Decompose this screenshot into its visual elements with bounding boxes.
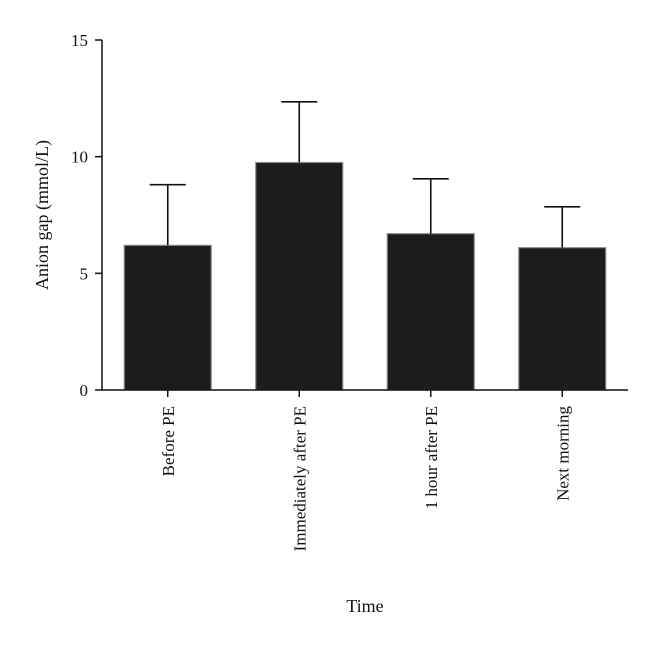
y-tick-label-4: 15 bbox=[71, 31, 88, 50]
error-bars bbox=[149, 101, 581, 248]
y-tick-label-3: 10 bbox=[71, 148, 88, 167]
x-tick-label-1: Before PE bbox=[159, 406, 178, 476]
x-tick-label-3: 1 hour after PE bbox=[422, 406, 441, 509]
bar-3 bbox=[386, 233, 475, 391]
y-ticks: 0 5 10 15 bbox=[71, 31, 102, 400]
bar-2 bbox=[255, 161, 344, 391]
y-tick-label-2: 5 bbox=[80, 264, 89, 283]
x-ticks: Before PE Immediately after PE 1 hour afte… bbox=[159, 390, 572, 551]
y-axis-title: Anion gap (mmol/L) bbox=[32, 140, 53, 290]
y-tick-label-1: 0 bbox=[80, 381, 89, 400]
bars bbox=[123, 161, 607, 391]
x-axis-title: Time bbox=[346, 596, 383, 616]
bar-4 bbox=[518, 247, 607, 391]
x-tick-label-4: Next morning bbox=[553, 406, 572, 501]
bar-1 bbox=[123, 244, 212, 391]
x-tick-label-2: Immediately after PE bbox=[290, 406, 309, 551]
